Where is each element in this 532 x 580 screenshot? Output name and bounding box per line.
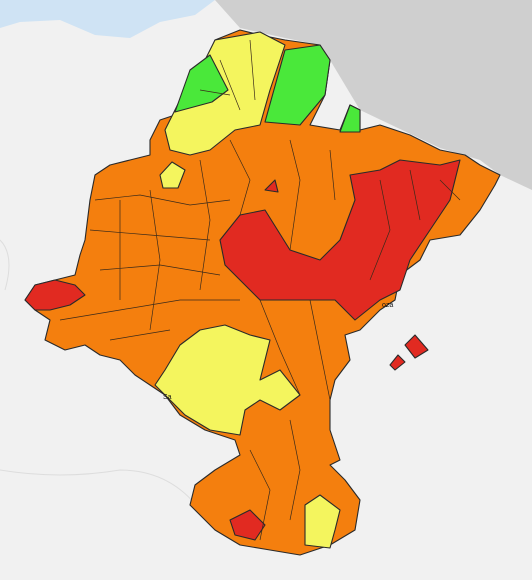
region-border — [0, 239, 201, 511]
red-area — [219, 159, 461, 321]
red-area — [389, 354, 406, 371]
sea — [0, 0, 215, 38]
place-label: Sa — [163, 394, 172, 401]
red-area — [404, 334, 429, 359]
green-area — [264, 44, 331, 126]
yellow-area — [304, 494, 341, 549]
place-label: oza — [382, 302, 393, 309]
red-area — [24, 279, 86, 311]
green-area — [339, 104, 361, 133]
municipal-borders — [59, 39, 461, 541]
yellow-area — [154, 324, 301, 436]
red-area — [229, 509, 266, 541]
green-area — [174, 54, 229, 113]
france — [215, 0, 532, 190]
red-area — [264, 179, 279, 193]
yellow-area — [159, 161, 186, 189]
